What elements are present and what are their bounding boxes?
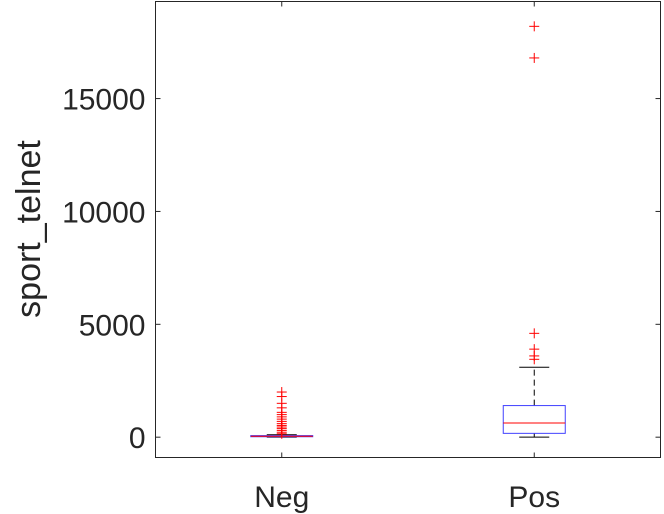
box-marks bbox=[250, 21, 566, 439]
y-tick-label: 0 bbox=[129, 422, 146, 455]
outlier-point bbox=[529, 328, 540, 339]
box-neg bbox=[250, 387, 314, 439]
y-axis-label: sport_telnet bbox=[10, 140, 48, 318]
outlier-point bbox=[276, 387, 287, 398]
iqr-box bbox=[502, 405, 566, 434]
y-tick-label: 5000 bbox=[79, 309, 146, 342]
x-tick-label-pos: Pos bbox=[508, 481, 560, 514]
axes-frame bbox=[155, 1, 661, 458]
y-tick-label: 10000 bbox=[62, 196, 145, 229]
plot-area bbox=[155, 1, 661, 458]
box-pos bbox=[502, 21, 566, 438]
y-tick-label: 15000 bbox=[62, 84, 145, 117]
outlier-point bbox=[529, 344, 540, 355]
outlier-point bbox=[529, 21, 540, 32]
x-axis-ticks: Neg Pos bbox=[254, 1, 560, 514]
y-axis-ticks: 0 5000 10000 15000 bbox=[62, 84, 661, 455]
outlier-point bbox=[529, 52, 540, 63]
x-tick-label-neg: Neg bbox=[254, 481, 309, 514]
